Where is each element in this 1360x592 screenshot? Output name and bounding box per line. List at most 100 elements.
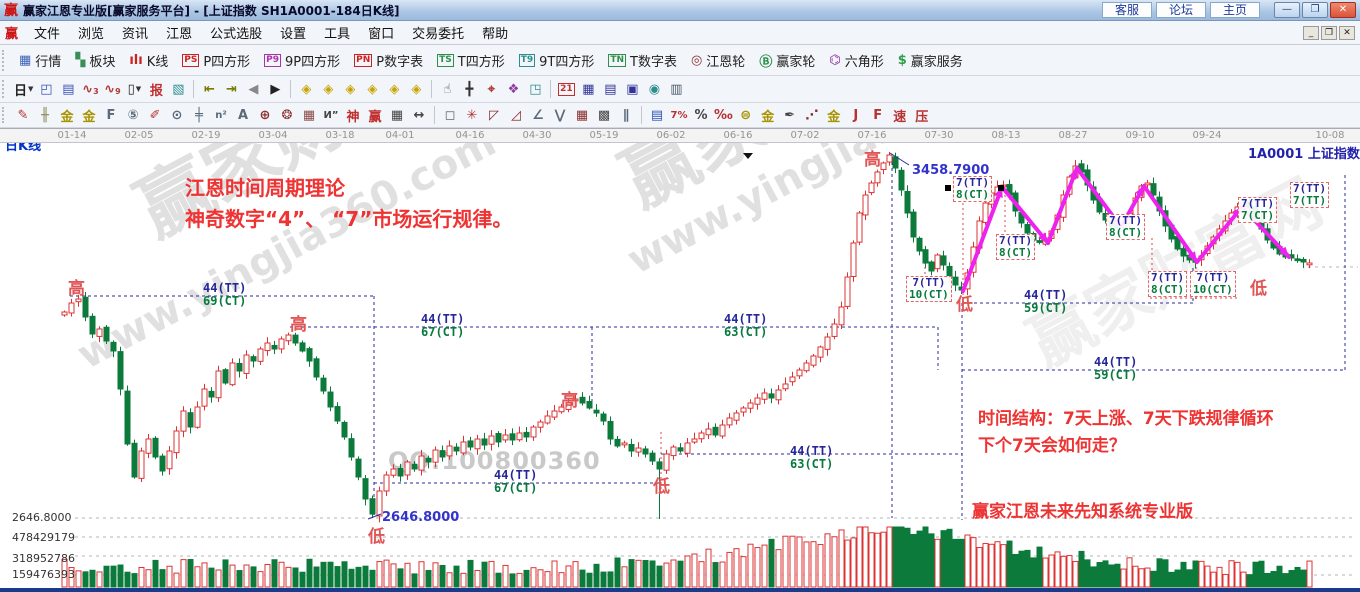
gold-square-2-tool[interactable]: 金 xyxy=(78,105,100,125)
gann-compass-tool[interactable]: ⊕ xyxy=(254,105,276,125)
red-grid-tool[interactable]: ▦ xyxy=(571,105,593,125)
p-number-table-button[interactable]: PN P数字表 xyxy=(347,45,430,75)
wave-label-tool[interactable]: И” xyxy=(320,105,342,125)
box-tool[interactable]: ◻ xyxy=(439,105,461,125)
menu-item-资讯[interactable]: 资讯 xyxy=(122,27,149,42)
ink-tool[interactable]: ✒ xyxy=(779,105,801,125)
dense-grid-tool[interactable]: ▩ xyxy=(593,105,615,125)
p-square-button[interactable]: PS P四方形 xyxy=(175,45,257,75)
gann-wheel-button[interactable]: ◎ 江恩轮 xyxy=(684,45,752,75)
n-square-tool[interactable]: n² xyxy=(210,105,232,125)
fan-lines-tool[interactable]: ✳ xyxy=(461,105,483,125)
gold-square-tool[interactable]: 金 xyxy=(56,105,78,125)
permille-tool[interactable]: ‰ xyxy=(712,105,735,125)
quotes-button[interactable]: ▦ 行情 xyxy=(12,45,68,75)
menu-item-文件[interactable]: 文件 xyxy=(34,27,61,42)
pattern-tool-button[interactable]: ❖ xyxy=(502,79,524,99)
square-of-nine-tool[interactable]: ▦ xyxy=(298,105,320,125)
calculator-button[interactable]: ▦ xyxy=(577,79,599,99)
menu-item-窗口[interactable]: 窗口 xyxy=(368,27,395,42)
fit-width-button[interactable]: ◈ xyxy=(383,79,405,99)
candlestick-chart[interactable] xyxy=(0,143,1360,588)
gold-circle-tool[interactable]: ⊜ xyxy=(735,105,757,125)
parallel-line-tool[interactable]: ∥ xyxy=(615,105,637,125)
percent-table-tool[interactable]: ▤ xyxy=(646,105,668,125)
gold-angle-tool[interactable]: 金 xyxy=(823,105,845,125)
notes-button[interactable]: ▤ xyxy=(599,79,621,99)
corner-fan-2-tool[interactable]: ◿ xyxy=(505,105,527,125)
gold-line-tool[interactable]: 金 xyxy=(757,105,779,125)
save-button[interactable]: ▣ xyxy=(621,79,643,99)
five-wave-tool[interactable]: ⑤ xyxy=(122,105,144,125)
grow-x-button[interactable]: ◈ xyxy=(317,79,339,99)
titlebar-homepage-button[interactable]: 主页 xyxy=(1210,2,1260,18)
zigzag-tool[interactable]: ⋁ xyxy=(549,105,571,125)
j-line-tool[interactable]: J xyxy=(845,105,867,125)
time-cycle-tool[interactable]: ⊙ xyxy=(166,105,188,125)
report-button[interactable]: 报 xyxy=(145,79,167,99)
hexagon-button[interactable]: ⌬ 六角形 xyxy=(822,45,890,75)
t-square-button[interactable]: TS T四方形 xyxy=(430,45,512,75)
mdi-restore-button[interactable]: ❐ xyxy=(1321,25,1337,40)
titlebar-support-button[interactable]: 客服 xyxy=(1102,2,1152,18)
hand-tool-button[interactable]: ☝ xyxy=(436,79,458,99)
close-button[interactable]: ✕ xyxy=(1330,2,1356,18)
fit-all-button[interactable]: ◈ xyxy=(405,79,427,99)
9p-square-button[interactable]: P9 9P四方形 xyxy=(257,45,347,75)
restore-button[interactable]: ❐ xyxy=(1302,2,1328,18)
percent-tool[interactable]: % xyxy=(690,105,712,125)
region-tool-button[interactable]: ◳ xyxy=(524,79,546,99)
corner-fan-tool[interactable]: ◸ xyxy=(483,105,505,125)
titlebar-forum-button[interactable]: 论坛 xyxy=(1156,2,1206,18)
shrink-x-button[interactable]: ◈ xyxy=(295,79,317,99)
pointer-tool-button[interactable]: ⌖ xyxy=(480,79,502,99)
info-panel-button[interactable]: ▤ xyxy=(57,79,79,99)
prev-bar-button[interactable]: ◀ xyxy=(242,79,264,99)
menu-item-公式选股[interactable]: 公式选股 xyxy=(210,27,263,42)
speed-line-tool[interactable]: 速 xyxy=(889,105,911,125)
zoom-region-button[interactable]: ◰ xyxy=(35,79,57,99)
last-page-button[interactable]: ⇥ xyxy=(220,79,242,99)
angle-line-tool[interactable]: ∠ xyxy=(527,105,549,125)
f-line-tool[interactable]: F xyxy=(867,105,889,125)
chart-3-button[interactable]: ∿ 3 xyxy=(79,79,101,99)
menu-item-帮助[interactable]: 帮助 xyxy=(482,27,509,42)
menu-item-浏览[interactable]: 浏览 xyxy=(78,27,105,42)
colored-chart-button[interactable]: ▧ xyxy=(167,79,189,99)
percent-7-tool[interactable]: 7% xyxy=(668,105,690,125)
magic-number-tool[interactable]: 神 xyxy=(342,105,364,125)
next-bar-button[interactable]: ▶ xyxy=(264,79,286,99)
text-tool[interactable]: A xyxy=(232,105,254,125)
brush-tool[interactable]: ✐ xyxy=(144,105,166,125)
period-daily-button[interactable]: 日 ▼ xyxy=(12,79,35,99)
first-page-button[interactable]: ⇤ xyxy=(198,79,220,99)
expand-button[interactable]: ◈ xyxy=(361,79,383,99)
fibonacci-tool[interactable]: F xyxy=(100,105,122,125)
pressure-tool[interactable]: 压 xyxy=(911,105,933,125)
width-adjust-tool[interactable]: ↔ xyxy=(408,105,430,125)
menu-item-交易委托[interactable]: 交易委托 xyxy=(412,27,465,42)
number-table-tool[interactable]: ▦ xyxy=(386,105,408,125)
menu-item-工具[interactable]: 工具 xyxy=(324,27,351,42)
t-number-table-button[interactable]: TN T数字表 xyxy=(601,45,684,75)
mdi-close-button[interactable]: ✕ xyxy=(1339,25,1355,40)
chart-9-button[interactable]: ∿ 9 xyxy=(101,79,123,99)
winner-wheel-button[interactable]: Ⓑ 赢家轮 xyxy=(752,45,822,75)
gann-grid-tool[interactable]: ╫ xyxy=(34,105,56,125)
price-grid-tool[interactable]: ╪ xyxy=(188,105,210,125)
minimize-button[interactable]: — xyxy=(1274,2,1300,18)
kline-button[interactable]: ılı K线 xyxy=(122,45,175,75)
compress-button[interactable]: ◈ xyxy=(339,79,361,99)
pen-tool[interactable]: ✎ xyxy=(12,105,34,125)
winner-mark-tool[interactable]: 赢 xyxy=(364,105,386,125)
calendar-button[interactable]: 21 xyxy=(555,79,577,99)
ray-fan-tool[interactable]: ⋰ xyxy=(801,105,823,125)
sectors-button[interactable]: ▚ 板块 xyxy=(68,45,122,75)
menu-item-设置[interactable]: 设置 xyxy=(280,27,307,42)
winner-service-button[interactable]: $ 赢家服务 xyxy=(891,45,970,75)
crosshair-button[interactable]: ╋ xyxy=(458,79,480,99)
9t-square-button[interactable]: T9 9T四方形 xyxy=(512,45,602,75)
candle-style-button[interactable]: ▯ ▼ xyxy=(123,79,145,99)
print-button[interactable]: ▥ xyxy=(665,79,687,99)
mdi-minimize-button[interactable]: _ xyxy=(1303,25,1319,40)
